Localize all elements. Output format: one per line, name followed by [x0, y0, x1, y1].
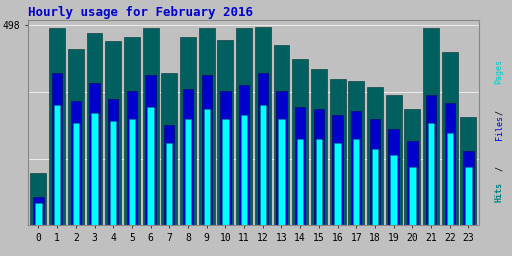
- Bar: [180, 37, 196, 225]
- Bar: [279, 119, 285, 225]
- Bar: [334, 143, 341, 225]
- Bar: [330, 79, 346, 225]
- Bar: [108, 99, 118, 225]
- Text: /: /: [495, 166, 504, 172]
- Bar: [351, 111, 361, 225]
- Bar: [127, 91, 137, 225]
- Bar: [332, 115, 343, 225]
- Bar: [255, 27, 271, 225]
- Bar: [258, 73, 268, 225]
- Bar: [105, 40, 121, 225]
- Bar: [87, 33, 102, 225]
- Bar: [33, 197, 44, 225]
- Bar: [164, 125, 175, 225]
- Bar: [311, 69, 327, 225]
- Bar: [391, 155, 397, 225]
- Bar: [220, 91, 230, 225]
- Bar: [295, 107, 305, 225]
- Bar: [68, 49, 84, 225]
- Bar: [428, 123, 434, 225]
- Bar: [348, 81, 364, 225]
- Bar: [110, 121, 116, 225]
- Bar: [183, 89, 193, 225]
- Bar: [73, 123, 79, 225]
- Bar: [446, 133, 453, 225]
- Text: Files: Files: [495, 115, 504, 141]
- Bar: [407, 141, 417, 225]
- Text: Hourly usage for February 2016: Hourly usage for February 2016: [28, 6, 253, 19]
- Bar: [202, 75, 212, 225]
- Bar: [276, 91, 287, 225]
- Bar: [409, 167, 416, 225]
- Bar: [185, 119, 191, 225]
- Bar: [239, 85, 249, 225]
- Bar: [389, 129, 399, 225]
- Bar: [91, 113, 98, 225]
- Bar: [426, 95, 436, 225]
- Bar: [54, 105, 60, 225]
- Bar: [444, 103, 455, 225]
- Bar: [129, 119, 135, 225]
- Bar: [316, 139, 322, 225]
- Bar: [241, 115, 247, 225]
- Bar: [273, 45, 289, 225]
- Bar: [386, 95, 401, 225]
- Bar: [166, 143, 173, 225]
- Bar: [442, 52, 458, 225]
- Bar: [71, 101, 81, 225]
- Text: Hits: Hits: [495, 182, 504, 202]
- Bar: [463, 151, 474, 225]
- Text: /: /: [495, 110, 504, 115]
- Bar: [31, 173, 47, 225]
- Bar: [460, 117, 476, 225]
- Bar: [423, 28, 439, 225]
- Bar: [260, 105, 266, 225]
- Bar: [404, 109, 420, 225]
- Bar: [147, 107, 154, 225]
- Bar: [353, 139, 359, 225]
- Bar: [372, 149, 378, 225]
- Bar: [199, 28, 215, 225]
- Bar: [35, 203, 41, 225]
- Bar: [124, 37, 140, 225]
- Bar: [367, 87, 383, 225]
- Text: Pages: Pages: [495, 59, 504, 84]
- Bar: [145, 75, 156, 225]
- Bar: [218, 40, 233, 225]
- Bar: [204, 109, 210, 225]
- Bar: [236, 28, 252, 225]
- Bar: [222, 119, 228, 225]
- Bar: [52, 73, 62, 225]
- Bar: [161, 73, 177, 225]
- Bar: [297, 139, 303, 225]
- Bar: [465, 167, 472, 225]
- Bar: [314, 109, 324, 225]
- Bar: [292, 59, 308, 225]
- Bar: [49, 28, 65, 225]
- Bar: [370, 119, 380, 225]
- Bar: [90, 83, 100, 225]
- Bar: [143, 28, 159, 225]
